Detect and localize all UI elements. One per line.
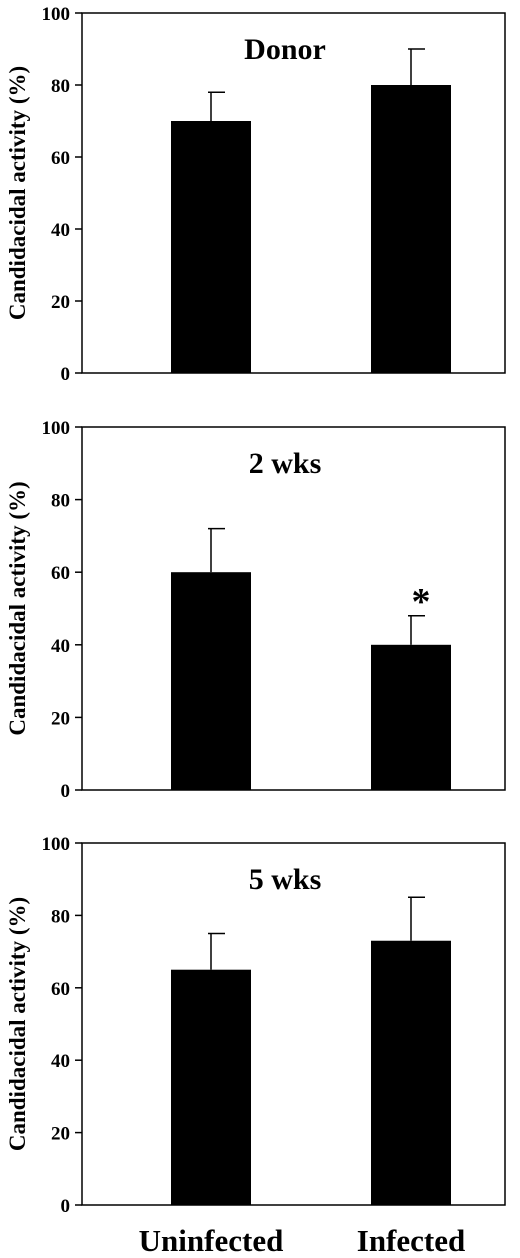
y-tick-label: 0 xyxy=(61,781,71,802)
y-tick-label: 20 xyxy=(51,1124,70,1145)
y-axis-label: Candidacidal activity (%) xyxy=(5,481,30,735)
panel-title: 2 wks xyxy=(249,447,322,480)
chart-panel-1: 0 20 40 60 80 100 Candidacidal activity (%) Don… xyxy=(5,4,506,385)
bar-infected xyxy=(371,85,451,373)
y-tick-label: 0 xyxy=(61,1196,71,1217)
panel-title: Donor xyxy=(244,33,326,66)
y-tick-label: 80 xyxy=(51,491,70,512)
y-tick-label: 40 xyxy=(51,220,70,241)
plot-frame xyxy=(81,842,506,1206)
plot-frame xyxy=(81,12,506,374)
y-tick-label: 20 xyxy=(51,708,70,729)
y-tick-label: 0 xyxy=(61,364,71,385)
chart-panel-2: 0 20 40 60 80 100 Candidacidal activity (%) 2 w… xyxy=(5,418,506,802)
y-tick-label: 100 xyxy=(42,4,71,25)
x-tick-label: Infected xyxy=(357,1223,465,1258)
y-tick-label: 60 xyxy=(51,979,70,1000)
bar-uninfected xyxy=(171,969,251,1205)
bar-infected xyxy=(371,644,451,790)
plot-frame xyxy=(81,426,506,791)
y-tick-label: 100 xyxy=(42,418,71,439)
x-tick-label: Uninfected xyxy=(139,1223,284,1258)
panels: 0 20 40 60 80 100 Candidacidal activity (%) Don… xyxy=(5,4,506,1258)
y-tick-label: 60 xyxy=(51,563,70,584)
bar-infected xyxy=(371,940,451,1205)
y-tick-label: 100 xyxy=(42,834,71,855)
y-axis-label: Candidacidal activity (%) xyxy=(5,66,30,320)
y-tick-label: 40 xyxy=(51,636,70,657)
panel-title: 5 wks xyxy=(249,863,322,896)
y-axis-label: Candidacidal activity (%) xyxy=(5,897,30,1151)
y-tick-label: 80 xyxy=(51,906,70,927)
bar-uninfected xyxy=(171,572,251,790)
significance-marker: * xyxy=(412,581,431,623)
bar-uninfected xyxy=(171,121,251,373)
y-tick-label: 40 xyxy=(51,1051,70,1072)
y-tick-label: 80 xyxy=(51,76,70,97)
y-tick-label: 20 xyxy=(51,292,70,313)
chart-panel-3: 0 20 40 60 80 100 Candidacidal activity (%) 5 w… xyxy=(5,834,506,1258)
y-tick-label: 60 xyxy=(51,148,70,169)
